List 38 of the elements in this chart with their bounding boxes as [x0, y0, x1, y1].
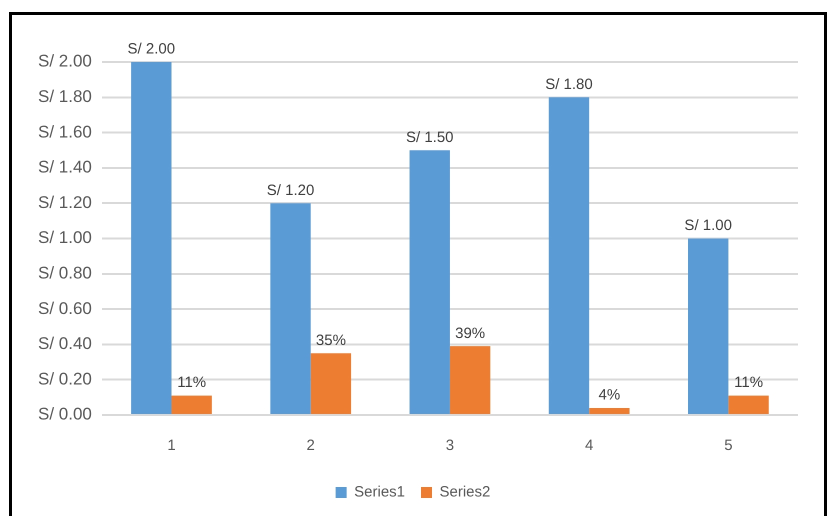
data-label: 39%	[455, 324, 486, 342]
bar	[589, 408, 630, 414]
data-label: 4%	[598, 386, 620, 404]
y-tick-label: S/ 0.40	[38, 334, 92, 354]
x-tick-label: 5	[724, 437, 733, 454]
y-tick-label: S/ 2.00	[38, 52, 92, 71]
x-tick-label: 4	[584, 437, 594, 454]
y-tick-label: S/ 0.20	[38, 369, 92, 388]
bar	[728, 396, 769, 414]
data-label: S/ 2.00	[128, 40, 176, 58]
y-tick-label: S/ 1.60	[38, 122, 92, 142]
y-tick-label: S/ 1.20	[38, 192, 92, 212]
x-tick-label: 1	[167, 437, 176, 454]
bar	[548, 97, 590, 414]
x-tick-label: 3	[446, 437, 454, 454]
bar	[131, 62, 172, 414]
data-label: 11%	[177, 374, 206, 392]
data-label: 35%	[316, 332, 346, 349]
legend-label: Series2	[440, 484, 490, 501]
bar	[270, 203, 311, 414]
bar	[310, 353, 352, 414]
y-tick-label: S/ 1.00	[38, 228, 92, 248]
data-label: 11%	[734, 374, 764, 392]
y-tick-label: S/ 0.80	[38, 263, 92, 282]
y-tick-label: S/ 1.80	[38, 86, 92, 106]
bar	[171, 396, 212, 414]
data-label: S/ 1.20	[266, 182, 314, 199]
data-label: S/ 1.80	[545, 76, 593, 93]
y-tick-label: S/ 0.60	[38, 298, 92, 318]
bar	[410, 150, 450, 414]
bar	[688, 238, 728, 414]
y-tick-label: S/ 0.00	[38, 404, 92, 424]
x-tick-label: 2	[306, 437, 315, 454]
legend-label: Series1	[354, 484, 405, 501]
data-label: S/ 1.00	[684, 217, 732, 234]
y-tick-label: S/ 1.40	[38, 158, 92, 177]
bar	[450, 346, 490, 414]
data-label: S/ 1.50	[406, 128, 454, 146]
